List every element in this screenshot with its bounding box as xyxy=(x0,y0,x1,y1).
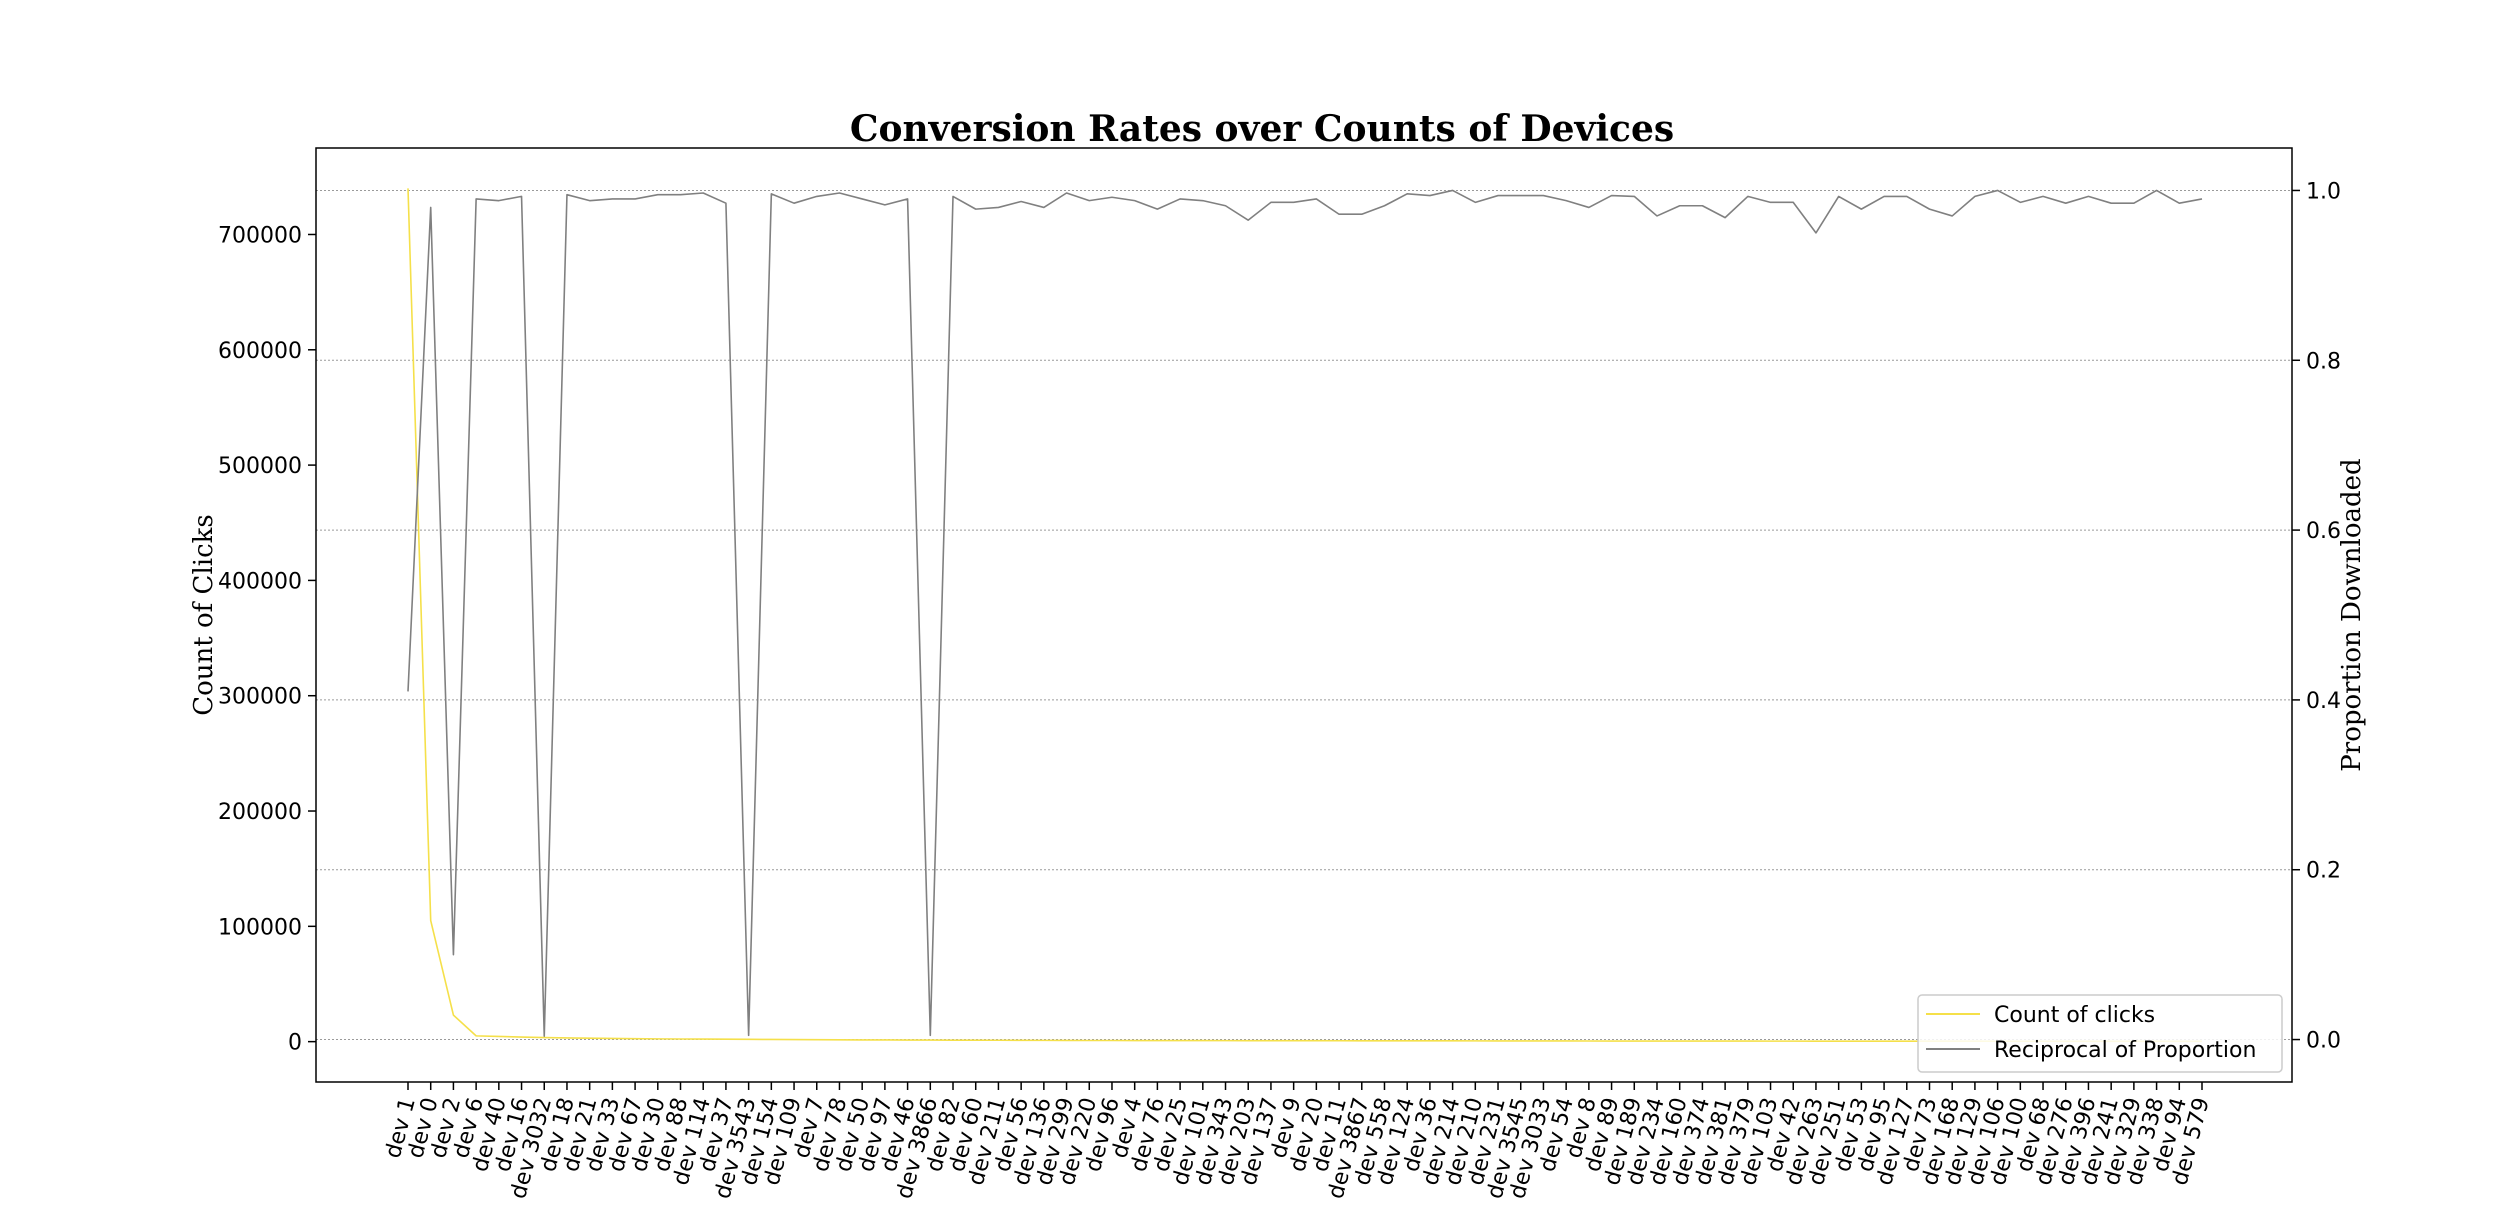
y2-tick-label: 0.6 xyxy=(2306,519,2341,544)
y-tick-label: 700000 xyxy=(218,223,302,248)
legend: Count of clicks Reciprocal of Proportion xyxy=(1917,994,2283,1073)
y-tick-label: 600000 xyxy=(218,339,302,364)
y-axis-label: Count of Clicks xyxy=(189,514,219,715)
plot-area-frame xyxy=(315,147,2293,1083)
grid-lines xyxy=(316,189,2292,1041)
right-axis: 0.0 0.2 0.4 0.6 0.8 1.0 xyxy=(2292,179,2341,1054)
legend-label-count-of-clicks: Count of clicks xyxy=(1994,1003,2155,1028)
y2-tick-label: 1.0 xyxy=(2306,179,2341,204)
left-axis: 0 100000 200000 300000 400000 500000 600000 700… xyxy=(218,223,316,1056)
y-tick-label: 500000 xyxy=(218,454,302,479)
y2-tick-label: 0.8 xyxy=(2306,349,2341,374)
chart-title: Conversion Rates over Counts of Devices xyxy=(850,108,1674,150)
y2-tick-label: 0.4 xyxy=(2306,689,2341,714)
series-lines xyxy=(407,188,2203,1043)
legend-box xyxy=(1917,994,2283,1073)
legend-label-reciprocal-of-proportion: Reciprocal of Proportion xyxy=(1994,1038,2256,1063)
y2-axis-label: Proportion Downloaded xyxy=(2337,458,2367,771)
y2-tick-label: 0.0 xyxy=(2306,1029,2341,1054)
y-tick-label: 100000 xyxy=(218,915,302,940)
y2-tick-label: 0.2 xyxy=(2306,859,2341,884)
y-tick-label: 200000 xyxy=(218,800,302,825)
y-tick-label: 400000 xyxy=(218,569,302,594)
series-line-reciprocal-of-proportion xyxy=(407,189,2203,1037)
series-line-count-of-clicks xyxy=(407,188,2203,1043)
y-tick-label: 0 xyxy=(288,1031,302,1056)
y-tick-label: 300000 xyxy=(218,685,302,710)
